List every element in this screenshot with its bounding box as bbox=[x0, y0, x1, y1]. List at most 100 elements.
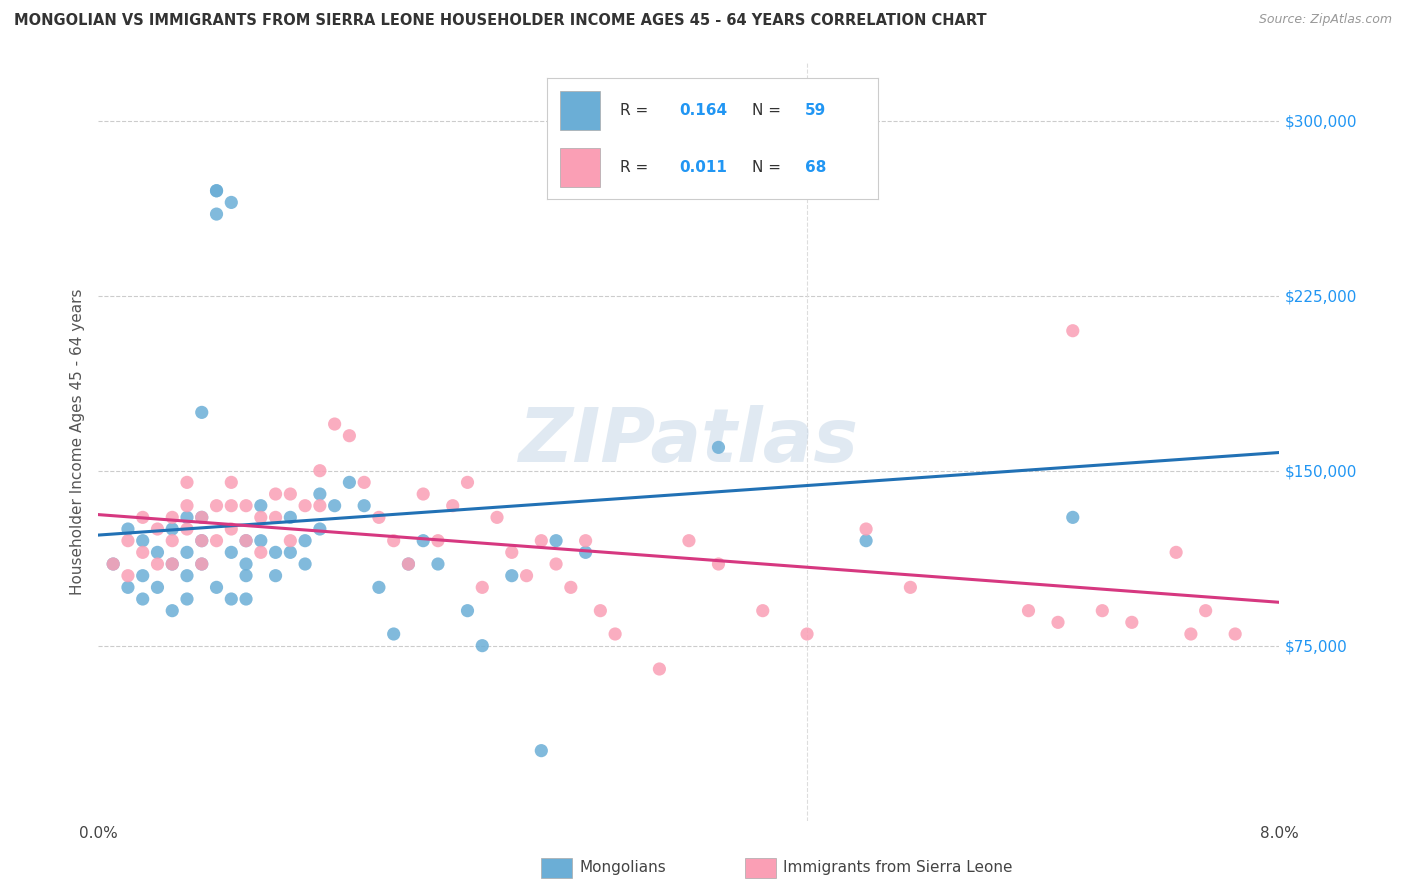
Point bbox=[855, 533, 877, 548]
Point bbox=[221, 499, 243, 513]
Point bbox=[162, 557, 183, 571]
Point bbox=[132, 592, 155, 607]
Point bbox=[264, 510, 287, 524]
Point bbox=[191, 533, 214, 548]
Point bbox=[1225, 627, 1247, 641]
Point bbox=[648, 184, 671, 198]
Text: MONGOLIAN VS IMMIGRANTS FROM SIERRA LEONE HOUSEHOLDER INCOME AGES 45 - 64 YEARS : MONGOLIAN VS IMMIGRANTS FROM SIERRA LEON… bbox=[14, 13, 987, 29]
Point bbox=[368, 510, 391, 524]
Point bbox=[441, 499, 464, 513]
Point bbox=[205, 533, 228, 548]
Point bbox=[605, 627, 627, 641]
Point bbox=[132, 533, 155, 548]
Point bbox=[486, 510, 509, 524]
Point bbox=[176, 510, 198, 524]
Point bbox=[205, 580, 228, 594]
Point bbox=[221, 522, 243, 536]
Point bbox=[205, 499, 228, 513]
Point bbox=[309, 499, 332, 513]
Point bbox=[191, 510, 214, 524]
Point bbox=[398, 557, 420, 571]
Point bbox=[176, 545, 198, 559]
Point bbox=[205, 184, 228, 198]
Point bbox=[427, 533, 450, 548]
Point bbox=[221, 545, 243, 559]
Point bbox=[516, 568, 538, 582]
Point bbox=[471, 639, 494, 653]
Point bbox=[205, 184, 228, 198]
Point bbox=[353, 499, 375, 513]
Point bbox=[132, 510, 155, 524]
Point bbox=[1166, 545, 1188, 559]
Point bbox=[575, 533, 598, 548]
Point bbox=[191, 405, 214, 419]
Point bbox=[1180, 627, 1202, 641]
Text: Immigrants from Sierra Leone: Immigrants from Sierra Leone bbox=[783, 860, 1012, 874]
Point bbox=[221, 475, 243, 490]
Point bbox=[103, 557, 125, 571]
Point bbox=[235, 533, 257, 548]
Point bbox=[707, 441, 730, 455]
Point bbox=[280, 510, 302, 524]
Point bbox=[530, 533, 553, 548]
Point bbox=[117, 580, 139, 594]
Point bbox=[855, 522, 877, 536]
Point bbox=[235, 499, 257, 513]
Point bbox=[191, 533, 214, 548]
Point bbox=[796, 627, 818, 641]
Point bbox=[146, 580, 169, 594]
Point bbox=[294, 499, 316, 513]
Point bbox=[368, 580, 391, 594]
Point bbox=[546, 557, 568, 571]
Point bbox=[264, 568, 287, 582]
Point bbox=[723, 184, 745, 198]
Point bbox=[900, 580, 922, 594]
Point bbox=[707, 557, 730, 571]
Point bbox=[235, 568, 257, 582]
Point bbox=[294, 557, 316, 571]
Text: ZIPatlas: ZIPatlas bbox=[519, 405, 859, 478]
Point bbox=[176, 475, 198, 490]
Point bbox=[264, 545, 287, 559]
Y-axis label: Householder Income Ages 45 - 64 years: Householder Income Ages 45 - 64 years bbox=[69, 288, 84, 595]
Point bbox=[117, 568, 139, 582]
Point bbox=[162, 604, 183, 618]
Point bbox=[457, 604, 479, 618]
Point bbox=[176, 522, 198, 536]
Point bbox=[221, 195, 243, 210]
Point bbox=[501, 568, 523, 582]
Point bbox=[501, 545, 523, 559]
Point bbox=[471, 580, 494, 594]
Point bbox=[280, 533, 302, 548]
Point bbox=[339, 475, 361, 490]
Point bbox=[235, 533, 257, 548]
Point bbox=[264, 487, 287, 501]
Point bbox=[752, 604, 775, 618]
Point bbox=[191, 557, 214, 571]
Point bbox=[323, 499, 346, 513]
Point bbox=[457, 475, 479, 490]
Point bbox=[427, 557, 450, 571]
Point bbox=[412, 487, 434, 501]
Point bbox=[162, 557, 183, 571]
Point bbox=[309, 464, 332, 478]
Point bbox=[323, 417, 346, 431]
Point bbox=[575, 545, 598, 559]
Point bbox=[648, 662, 671, 676]
Point bbox=[353, 475, 375, 490]
Point bbox=[589, 604, 612, 618]
Point bbox=[235, 557, 257, 571]
Point bbox=[103, 557, 125, 571]
Point bbox=[146, 557, 169, 571]
Point bbox=[221, 592, 243, 607]
Point bbox=[132, 545, 155, 559]
Point bbox=[191, 557, 214, 571]
Point bbox=[117, 533, 139, 548]
Point bbox=[176, 499, 198, 513]
Point bbox=[280, 545, 302, 559]
Point bbox=[250, 545, 273, 559]
Point bbox=[250, 510, 273, 524]
Point bbox=[250, 533, 273, 548]
Point bbox=[1062, 510, 1084, 524]
Point bbox=[309, 487, 332, 501]
